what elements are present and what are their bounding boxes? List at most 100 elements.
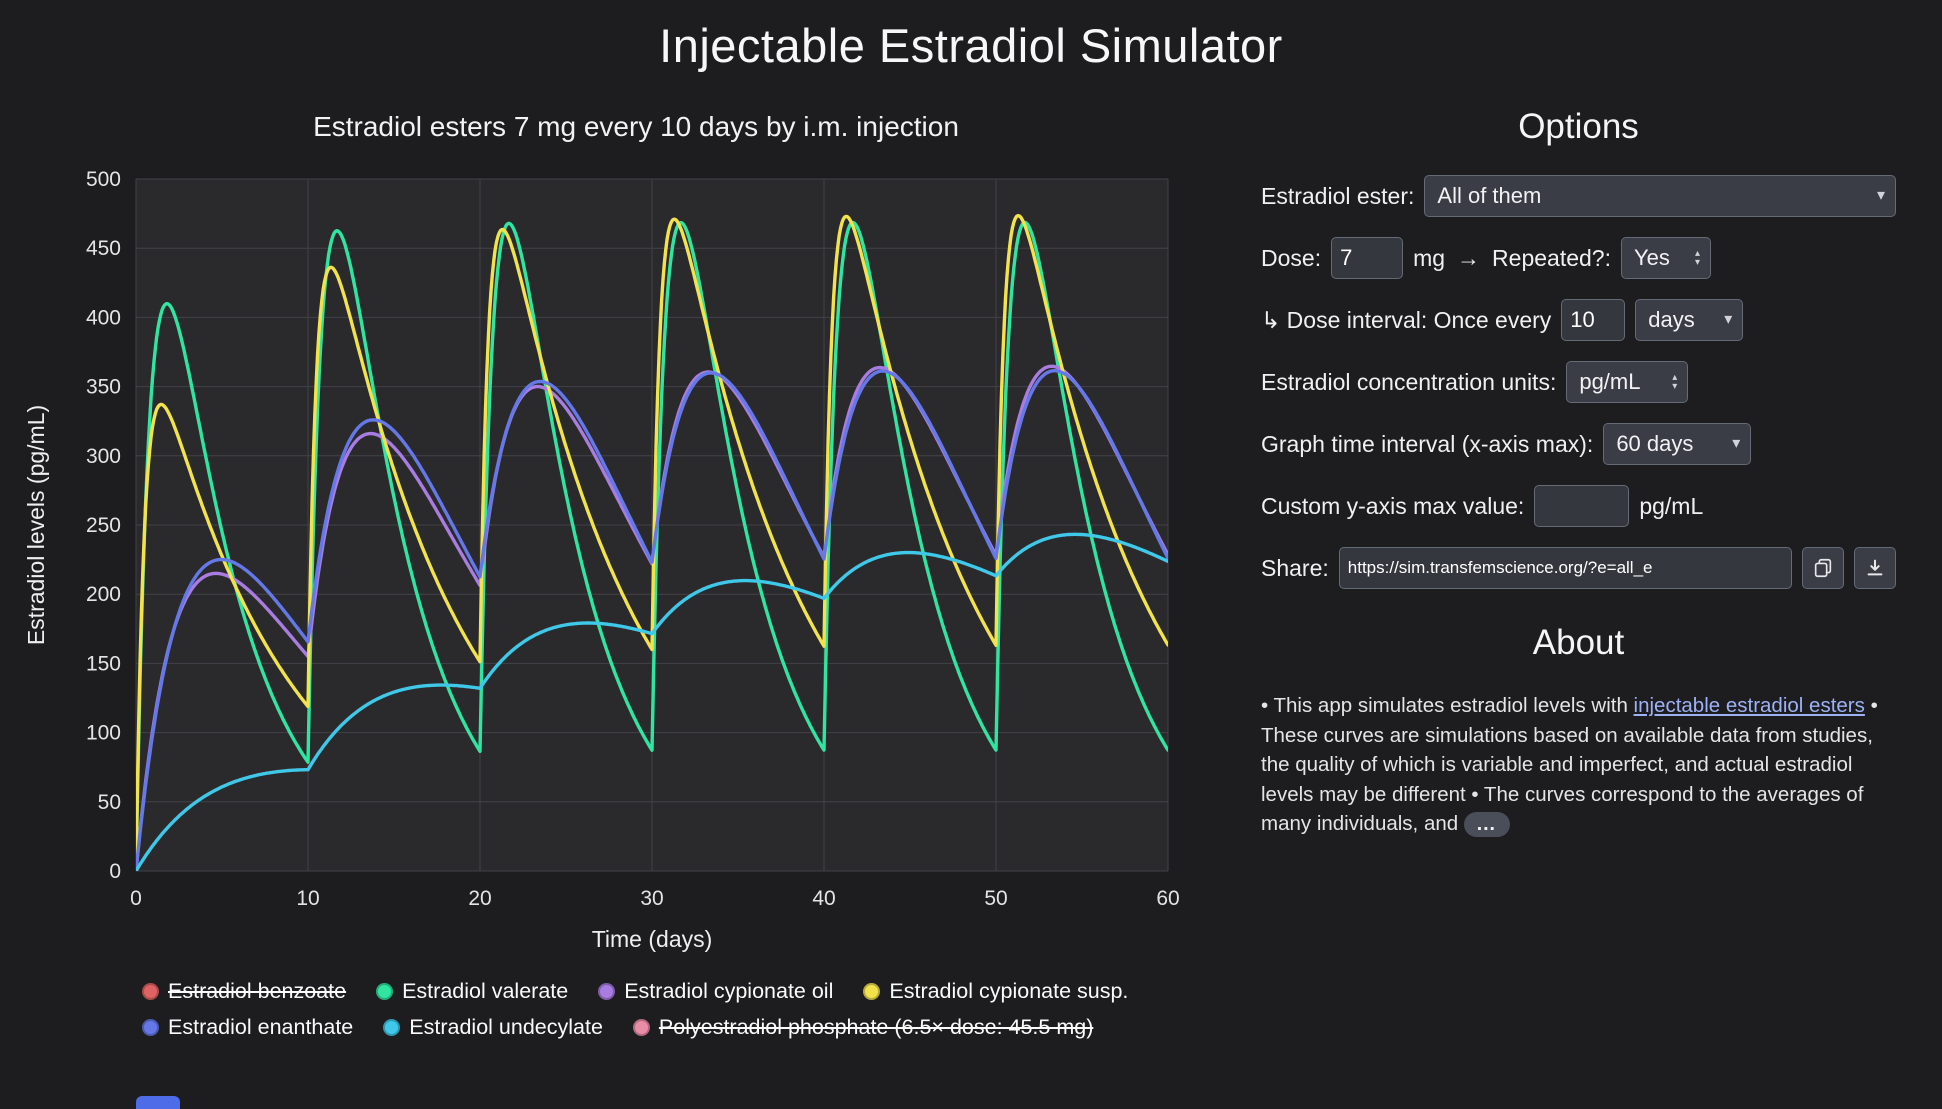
legend-dot-icon <box>142 1019 159 1036</box>
svg-text:300: 300 <box>86 445 121 468</box>
svg-text:400: 400 <box>86 306 121 329</box>
copy-link-button[interactable] <box>1802 547 1844 589</box>
legend-dot-icon <box>383 1019 401 1036</box>
select-stepper-icon: ▴ ▾ <box>1694 248 1700 268</box>
legend-label: Estradiol undecylate <box>409 1015 603 1039</box>
concentration-units-value: pg/mL <box>1579 369 1641 394</box>
svg-text:100: 100 <box>86 722 121 745</box>
legend-row: Estradiol enanthate Estradiol undecylate P… <box>142 1015 1213 1040</box>
about-heading: About <box>1532 623 1625 662</box>
ester-select-value: All of them <box>1437 183 1542 208</box>
x-axis-max-row: Graph time interval (x-axis max): 60 day… <box>1261 423 1896 465</box>
x-axis-label: Time (days) <box>592 926 713 952</box>
series-lines <box>136 213 1168 871</box>
legend-item-estradiol-cypionate-susp[interactable]: Estradiol cypionate susp. <box>863 979 1128 1004</box>
series-line-estradiol-cypionate-susp <box>136 213 1168 871</box>
concentration-units-row: Estradiol concentration units: pg/mL ▴ ▾ <box>1261 361 1896 403</box>
download-icon <box>1867 559 1883 576</box>
share-label: Share: <box>1261 554 1329 581</box>
about-text-part1: • This app simulates estradiol levels wi… <box>1261 694 1634 717</box>
svg-text:500: 500 <box>86 168 121 191</box>
ester-label: Estradiol ester: <box>1261 182 1415 209</box>
svg-text:50: 50 <box>98 791 121 814</box>
about-text: • This app simulates estradiol levels wi… <box>1261 691 1896 839</box>
svg-text:60: 60 <box>1156 887 1179 910</box>
chevron-down-icon: ▾ <box>1732 435 1741 452</box>
series-line-estradiol-undecylate <box>136 532 1168 871</box>
svg-text:30: 30 <box>640 887 663 910</box>
legend-label: Estradiol benzoate <box>168 979 347 1003</box>
svg-text:40: 40 <box>812 887 835 910</box>
share-row: Share: <box>1261 547 1896 589</box>
legend-dot-icon <box>863 983 881 1000</box>
y-tick-labels: 0 50 100 150 200 250 300 350 400 450 500 <box>86 168 121 883</box>
chart-title: Estradiol esters 7 mg every 10 days by i… <box>313 111 959 142</box>
options-heading: Options <box>1518 107 1639 146</box>
legend-dot-icon <box>632 1019 650 1036</box>
repeated-select[interactable]: Yes ▴ ▾ <box>1620 237 1711 279</box>
partial-hidden-element[interactable] <box>136 1096 180 1109</box>
dose-unit-label: mg <box>1413 244 1446 271</box>
y-axis-max-label: Custom y-axis max value: <box>1261 492 1525 519</box>
x-tick-labels: 0 10 20 30 40 50 60 <box>130 887 1180 910</box>
svg-text:0: 0 <box>109 860 121 883</box>
ester-select[interactable]: All of them ▾ <box>1424 175 1896 217</box>
chart-panel: Estradiol esters 7 mg every 10 days by i… <box>18 77 1213 1040</box>
dose-input[interactable] <box>1331 237 1404 279</box>
y-axis-label: Estradiol levels (pg/mL) <box>23 405 49 645</box>
injectable-esters-link[interactable]: injectable estradiol esters <box>1633 694 1865 717</box>
copy-icon <box>1814 558 1832 578</box>
repeated-select-value: Yes <box>1633 245 1670 270</box>
interval-unit-select[interactable]: days ▾ <box>1635 299 1744 341</box>
select-stepper-icon: ▴ ▾ <box>1672 372 1678 392</box>
series-line-estradiol-valerate <box>136 220 1168 871</box>
legend-label: Estradiol cypionate oil <box>624 979 834 1003</box>
x-axis-max-label: Graph time interval (x-axis max): <box>1261 430 1594 457</box>
dose-interval-label: ↳ Dose interval: Once every <box>1261 306 1552 333</box>
chart-legend: Estradiol benzoate Estradiol valerate Estr… <box>142 979 1213 1040</box>
svg-text:150: 150 <box>86 652 121 675</box>
legend-dot-icon <box>376 983 394 1000</box>
legend-item-estradiol-undecylate[interactable]: Estradiol undecylate <box>383 1015 603 1040</box>
svg-text:450: 450 <box>86 237 121 260</box>
repeated-label: Repeated?: <box>1492 244 1611 271</box>
y-axis-max-unit-label: pg/mL <box>1639 492 1704 519</box>
legend-item-estradiol-valerate[interactable]: Estradiol valerate <box>376 979 568 1004</box>
legend-item-estradiol-cypionate-oil[interactable]: Estradiol cypionate oil <box>598 979 833 1004</box>
download-image-button[interactable] <box>1854 547 1896 589</box>
chevron-down-icon: ▾ <box>1876 187 1885 204</box>
legend-row: Estradiol benzoate Estradiol valerate Estr… <box>142 979 1213 1004</box>
svg-text:50: 50 <box>984 887 1007 910</box>
svg-text:0: 0 <box>130 887 142 910</box>
chevron-down-icon: ▾ <box>1724 311 1733 328</box>
dose-label: Dose: <box>1261 244 1322 271</box>
ester-row: Estradiol ester: All of them ▾ <box>1261 175 1896 217</box>
legend-item-estradiol-enanthate[interactable]: Estradiol enanthate <box>142 1015 353 1040</box>
expand-about-button[interactable]: … <box>1463 812 1510 838</box>
svg-text:20: 20 <box>468 887 491 910</box>
legend-item-polyestradiol-phosphate-6-5-dose-45-5-mg[interactable]: Polyestradiol phosphate (6.5× dose: 45.5… <box>632 1015 1094 1040</box>
concentration-units-label: Estradiol concentration units: <box>1261 368 1557 395</box>
x-axis-max-select[interactable]: 60 days ▾ <box>1603 423 1752 465</box>
options-panel: Options Estradiol ester: All of them ▾ D… <box>1213 77 1924 1040</box>
svg-text:350: 350 <box>86 376 121 399</box>
series-line-estradiol-enanthate <box>136 369 1168 871</box>
dose-row: Dose: mg → Repeated?: Yes ▴▾ <box>1261 237 1896 279</box>
concentration-units-select[interactable]: pg/mL ▴ ▾ <box>1566 361 1689 403</box>
main-content: Estradiol esters 7 mg every 10 days by i… <box>0 77 1942 1040</box>
y-axis-max-input[interactable] <box>1534 485 1630 527</box>
share-url-input[interactable] <box>1338 547 1792 589</box>
legend-label: Estradiol valerate <box>402 979 569 1003</box>
page-title: Injectable Estradiol Simulator <box>659 19 1283 72</box>
y-axis-max-row: Custom y-axis max value: pg/mL <box>1261 485 1896 527</box>
legend-dot-icon <box>598 983 616 1000</box>
svg-text:200: 200 <box>86 583 121 606</box>
legend-label: Estradiol enanthate <box>168 1015 354 1039</box>
legend-dot-icon <box>142 983 159 1000</box>
legend-item-estradiol-benzoate[interactable]: Estradiol benzoate <box>142 979 346 1004</box>
legend-label: Polyestradiol phosphate (6.5× dose: 45.5… <box>658 1015 1094 1039</box>
dose-interval-input[interactable] <box>1561 299 1626 341</box>
estradiol-levels-chart[interactable]: 0 50 100 150 200 250 300 350 400 450 500 0 10 20 30 40 5… <box>18 149 1198 969</box>
svg-text:10: 10 <box>296 887 319 910</box>
about-text-part2: • These curves are simulations based on … <box>1261 694 1878 836</box>
